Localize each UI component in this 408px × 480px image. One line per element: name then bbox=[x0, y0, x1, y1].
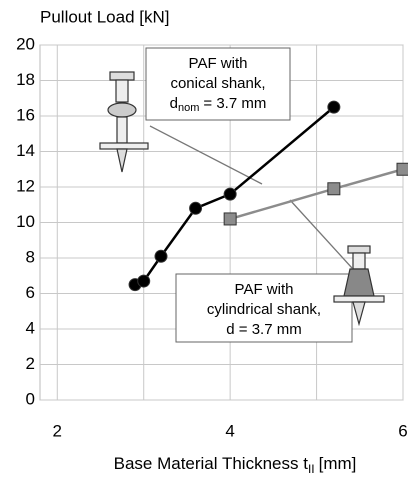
annotation-text: PAF with bbox=[189, 55, 248, 72]
y-tick-label: 4 bbox=[26, 318, 35, 337]
annotation-box bbox=[175, 273, 353, 343]
x-tick-label: 2 bbox=[53, 421, 62, 440]
fastener-icon bbox=[99, 71, 149, 173]
y-tick-label: 18 bbox=[16, 70, 35, 89]
data-point bbox=[327, 182, 341, 196]
x-title-sub: II bbox=[308, 462, 315, 476]
y-tick-label: 0 bbox=[26, 389, 35, 408]
annotation-text: conical shank, bbox=[170, 75, 265, 92]
leader-line bbox=[289, 199, 353, 269]
annotation-text: PAF with bbox=[235, 281, 294, 298]
chart-title: Pullout Load [kN] bbox=[40, 7, 169, 26]
y-tick-label: 10 bbox=[16, 212, 35, 231]
y-tick-label: 20 bbox=[16, 34, 35, 53]
fastener-icon bbox=[333, 245, 385, 327]
annotation-main: d bbox=[170, 95, 178, 112]
y-tick-label: 14 bbox=[16, 141, 35, 160]
annotation-text: d = 3.7 mm bbox=[226, 321, 301, 338]
x-title-unit: [mm] bbox=[319, 454, 357, 473]
annotation-text: dnom = 3.7 mm bbox=[170, 95, 267, 114]
data-point bbox=[396, 162, 408, 176]
annotation-text: cylindrical shank, bbox=[207, 301, 321, 318]
y-tick-label: 12 bbox=[16, 176, 35, 195]
annotation-sub: nom bbox=[178, 102, 199, 114]
marks bbox=[128, 100, 408, 292]
data-point bbox=[189, 201, 203, 215]
y-tick-label: 16 bbox=[16, 105, 35, 124]
data-point bbox=[154, 249, 168, 263]
data-point bbox=[327, 100, 341, 114]
x-title-main: Base Material Thickness t bbox=[114, 454, 309, 473]
annotation-rest: = 3.7 mm bbox=[203, 95, 266, 112]
leader-line bbox=[149, 125, 263, 185]
x-axis-title: Base Material Thickness tII [mm] bbox=[114, 454, 357, 476]
y-tick-label: 2 bbox=[26, 354, 35, 373]
data-point bbox=[223, 212, 237, 226]
x-tick-label: 4 bbox=[225, 421, 234, 440]
data-point bbox=[223, 187, 237, 201]
y-tick-label: 6 bbox=[26, 283, 35, 302]
x-tick-label: 6 bbox=[398, 421, 407, 440]
y-tick-label: 8 bbox=[26, 247, 35, 266]
annotation-box bbox=[145, 47, 291, 121]
data-point bbox=[137, 274, 151, 288]
